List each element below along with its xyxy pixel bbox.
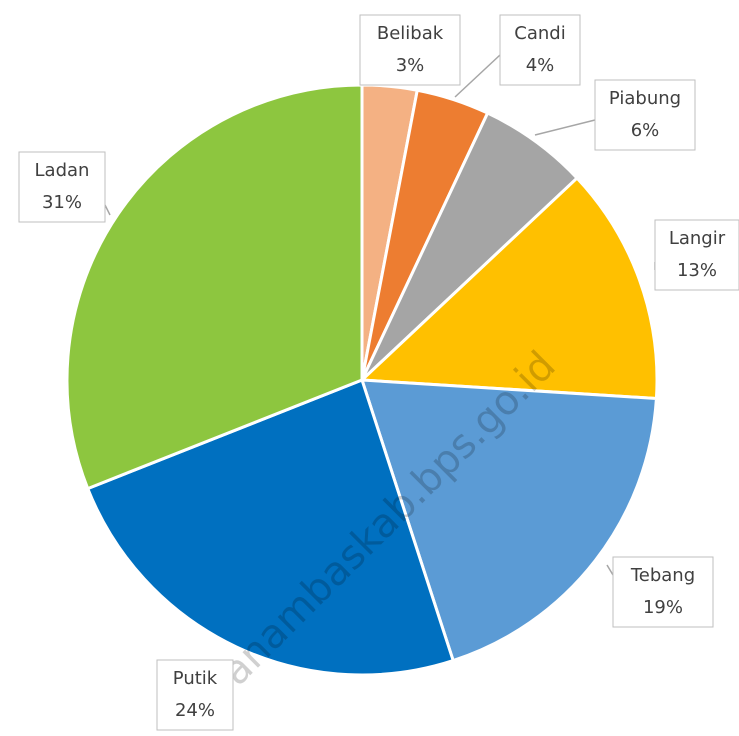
value-label: 3% [396,55,425,76]
slice [65,83,364,491]
leader-line [606,564,614,576]
label-box [18,151,106,223]
slice [359,378,659,663]
leader-line [104,204,111,216]
value-label: 13% [677,260,717,281]
label-box [612,556,714,628]
slice-label: Putik [173,668,218,689]
slice-label: Ladan [35,160,90,181]
slice-label: Tebang [630,565,695,586]
label-box [594,79,696,151]
value-label: 24% [175,700,215,721]
slice-label: Candi [514,23,565,44]
label-box [499,14,581,86]
label-box [654,219,739,291]
slice-label: Piabung [609,88,681,109]
label-box [359,14,461,86]
leader-line [454,54,501,98]
value-label: 31% [42,192,82,213]
slice-label: Langir [669,228,726,249]
slice-label: Belibak [377,23,444,44]
value-label: 6% [631,120,660,141]
label-box [156,659,234,731]
value-label: 19% [643,597,683,618]
slice [358,175,659,401]
value-label: 4% [526,55,555,76]
leader-line [534,119,596,136]
